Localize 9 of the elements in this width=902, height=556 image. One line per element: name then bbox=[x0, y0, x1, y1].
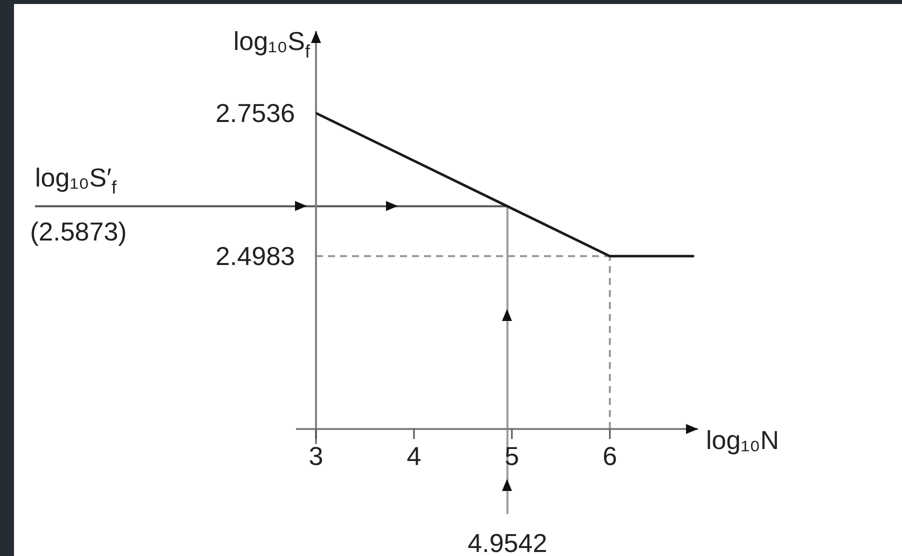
y-tick-label: 2.7536 bbox=[215, 98, 296, 128]
x-tick-label: 4 bbox=[406, 441, 422, 471]
x-tick-label: 3 bbox=[308, 441, 324, 471]
annotation: (2.5873) bbox=[30, 216, 127, 246]
x-tick-label: 5 bbox=[504, 441, 520, 471]
x-tick-label: 6 bbox=[602, 441, 618, 471]
x-axis-title: log₁₀N bbox=[706, 425, 780, 455]
ref-line-label: 4.9542 bbox=[468, 528, 548, 556]
y-tick-label: 2.4983 bbox=[215, 241, 296, 272]
